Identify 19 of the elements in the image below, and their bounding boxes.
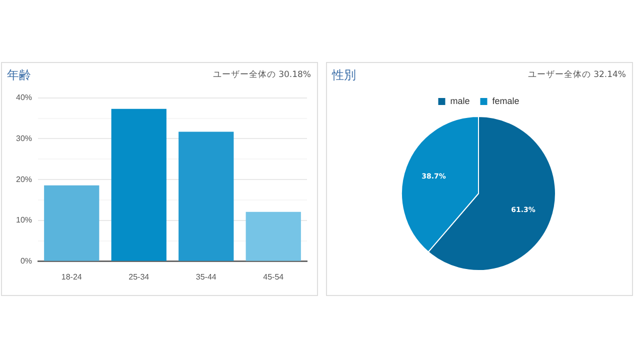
legend-label: female	[492, 96, 520, 106]
chart-title: 性別	[332, 67, 356, 84]
chart-title: 年齢	[7, 67, 31, 84]
bar	[111, 108, 166, 261]
chart-subtitle: ユーザー全体の 30.18%	[212, 69, 311, 81]
y-tick-label: 40%	[16, 93, 32, 102]
bar	[178, 132, 234, 261]
bar	[44, 185, 100, 261]
y-tick-label: 10%	[16, 216, 32, 225]
text: ユーザー全体の 32.14%	[528, 69, 626, 81]
x-tick-label: 25-34	[128, 272, 150, 282]
x-tick-label: 35-44	[196, 272, 217, 282]
y-tick-label: 0%	[20, 256, 32, 266]
legend-label: male	[450, 96, 470, 106]
bar	[246, 212, 301, 261]
y-tick-label: 30%	[16, 134, 32, 143]
y-tick-label: 20%	[16, 174, 32, 184]
x-tick-label: 18-24	[61, 272, 82, 282]
x-tick-label: 45-54	[263, 272, 284, 282]
